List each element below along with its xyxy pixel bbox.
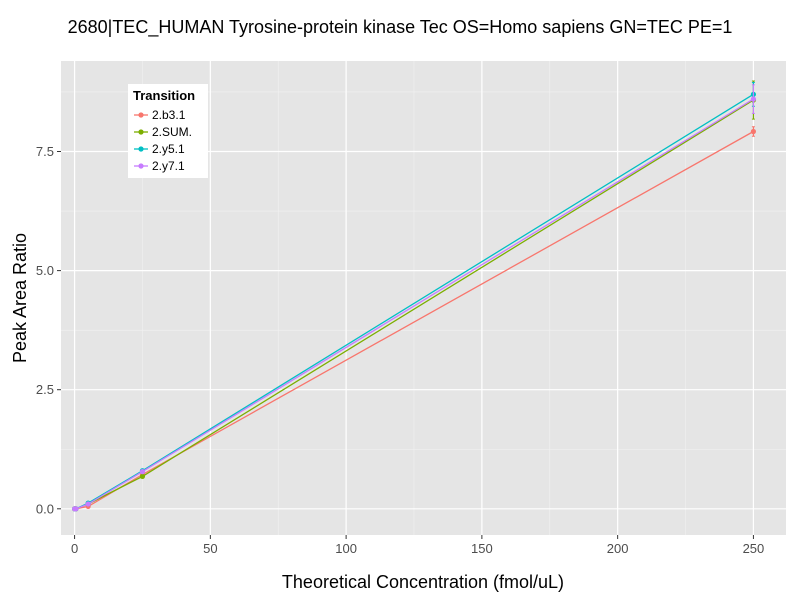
x-tick-label: 200 [607,541,629,556]
y-tick-label: 5.0 [36,263,54,278]
data-series [71,80,757,512]
data-point [139,469,146,475]
x-tick-label: 100 [335,541,357,556]
x-tick-label: 0 [71,541,78,556]
legend-key-point [138,146,144,152]
legend-label: 2.SUM. [152,125,192,139]
data-point [85,501,91,507]
legend-key-point [138,112,144,118]
legend-label: 2.y5.1 [152,142,185,156]
data-point [750,128,757,135]
legend-title: Transition [133,88,195,103]
data-point [139,473,146,480]
axes: 0 50 100 150 200 250 0.0 2.5 5.0 7.5 [36,144,764,556]
x-axis-title: Theoretical Concentration (fmol/uL) [282,572,564,592]
y-tick-label: 0.0 [36,501,54,516]
data-point [750,96,757,102]
chart-title: 2680|TEC_HUMAN Tyrosine-protein kinase T… [68,17,733,38]
y-axis-title: Peak Area Ratio [10,233,30,363]
x-tick-label: 50 [203,541,217,556]
legend-key-point [138,163,144,169]
legend-label: 2.b3.1 [152,108,186,122]
x-tick-label: 250 [743,541,765,556]
legend: Transition 2.b3.1 2.SUM. 2.y5.1 2.y7.1 [128,84,208,178]
legend-key-point [138,129,144,135]
y-tick-label: 7.5 [36,144,54,159]
legend-label: 2.y7.1 [152,159,185,173]
x-tick-label: 150 [471,541,493,556]
data-point [73,506,79,512]
y-tick-label: 2.5 [36,382,54,397]
